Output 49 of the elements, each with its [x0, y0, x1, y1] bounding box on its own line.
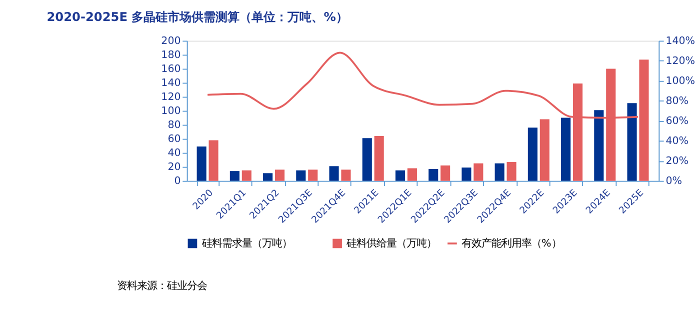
y2-tick-label: 100% [666, 75, 696, 88]
bar [362, 138, 372, 181]
y-tick-label: 20 [168, 161, 181, 174]
bar [329, 166, 339, 181]
bar [528, 128, 538, 181]
bar [208, 140, 218, 181]
y-tick-label: 60 [168, 133, 181, 146]
y2-tick-label: 0% [666, 175, 682, 188]
y-tick-label: 0 [174, 175, 181, 188]
bar [242, 170, 252, 181]
y-tick-label: 140 [161, 77, 181, 90]
y2-tick-label: 120% [666, 55, 696, 68]
bar [494, 163, 504, 181]
bar [407, 168, 417, 181]
text: 资料来源：硅业分会 [116, 280, 207, 292]
bar [308, 170, 318, 181]
y-tick-label: 180 [161, 49, 181, 62]
bar [440, 165, 450, 181]
bar [462, 168, 472, 181]
y-tick-label: 40 [168, 147, 181, 160]
bar [428, 168, 438, 181]
y-tick-label: 100 [161, 105, 181, 118]
y-tick-label: 80 [168, 119, 181, 132]
bar [230, 171, 240, 181]
bar [474, 163, 484, 181]
bar [374, 136, 384, 181]
bar [561, 118, 571, 181]
bar [296, 170, 306, 181]
bar [594, 110, 604, 181]
bar [274, 170, 285, 181]
y-tick-label: 120 [161, 91, 181, 104]
chart-title: 2020-2025E 多晶硅市场供需测算（单位：万吨、%） [46, 10, 348, 24]
y2-tick-label: 20% [666, 155, 689, 168]
legend-label: 硅料供给量（万吨） [346, 237, 437, 250]
y-tick-label: 160 [161, 63, 181, 76]
bar [341, 170, 351, 181]
bar [196, 146, 206, 181]
y-tick-label: 200 [161, 34, 181, 47]
bar [506, 162, 516, 181]
bar [395, 170, 406, 181]
y2-tick-label: 40% [666, 135, 689, 148]
bar [540, 119, 550, 181]
legend-label: 有效产能利用率（%） [462, 237, 562, 250]
bar [627, 103, 637, 181]
y2-tick-label: 60% [666, 115, 689, 128]
y2-tick-label: 80% [666, 95, 689, 108]
bar [263, 173, 273, 181]
legend-label: 硅料需求量（万吨） [200, 237, 292, 250]
y2-tick-label: 140% [666, 34, 696, 47]
